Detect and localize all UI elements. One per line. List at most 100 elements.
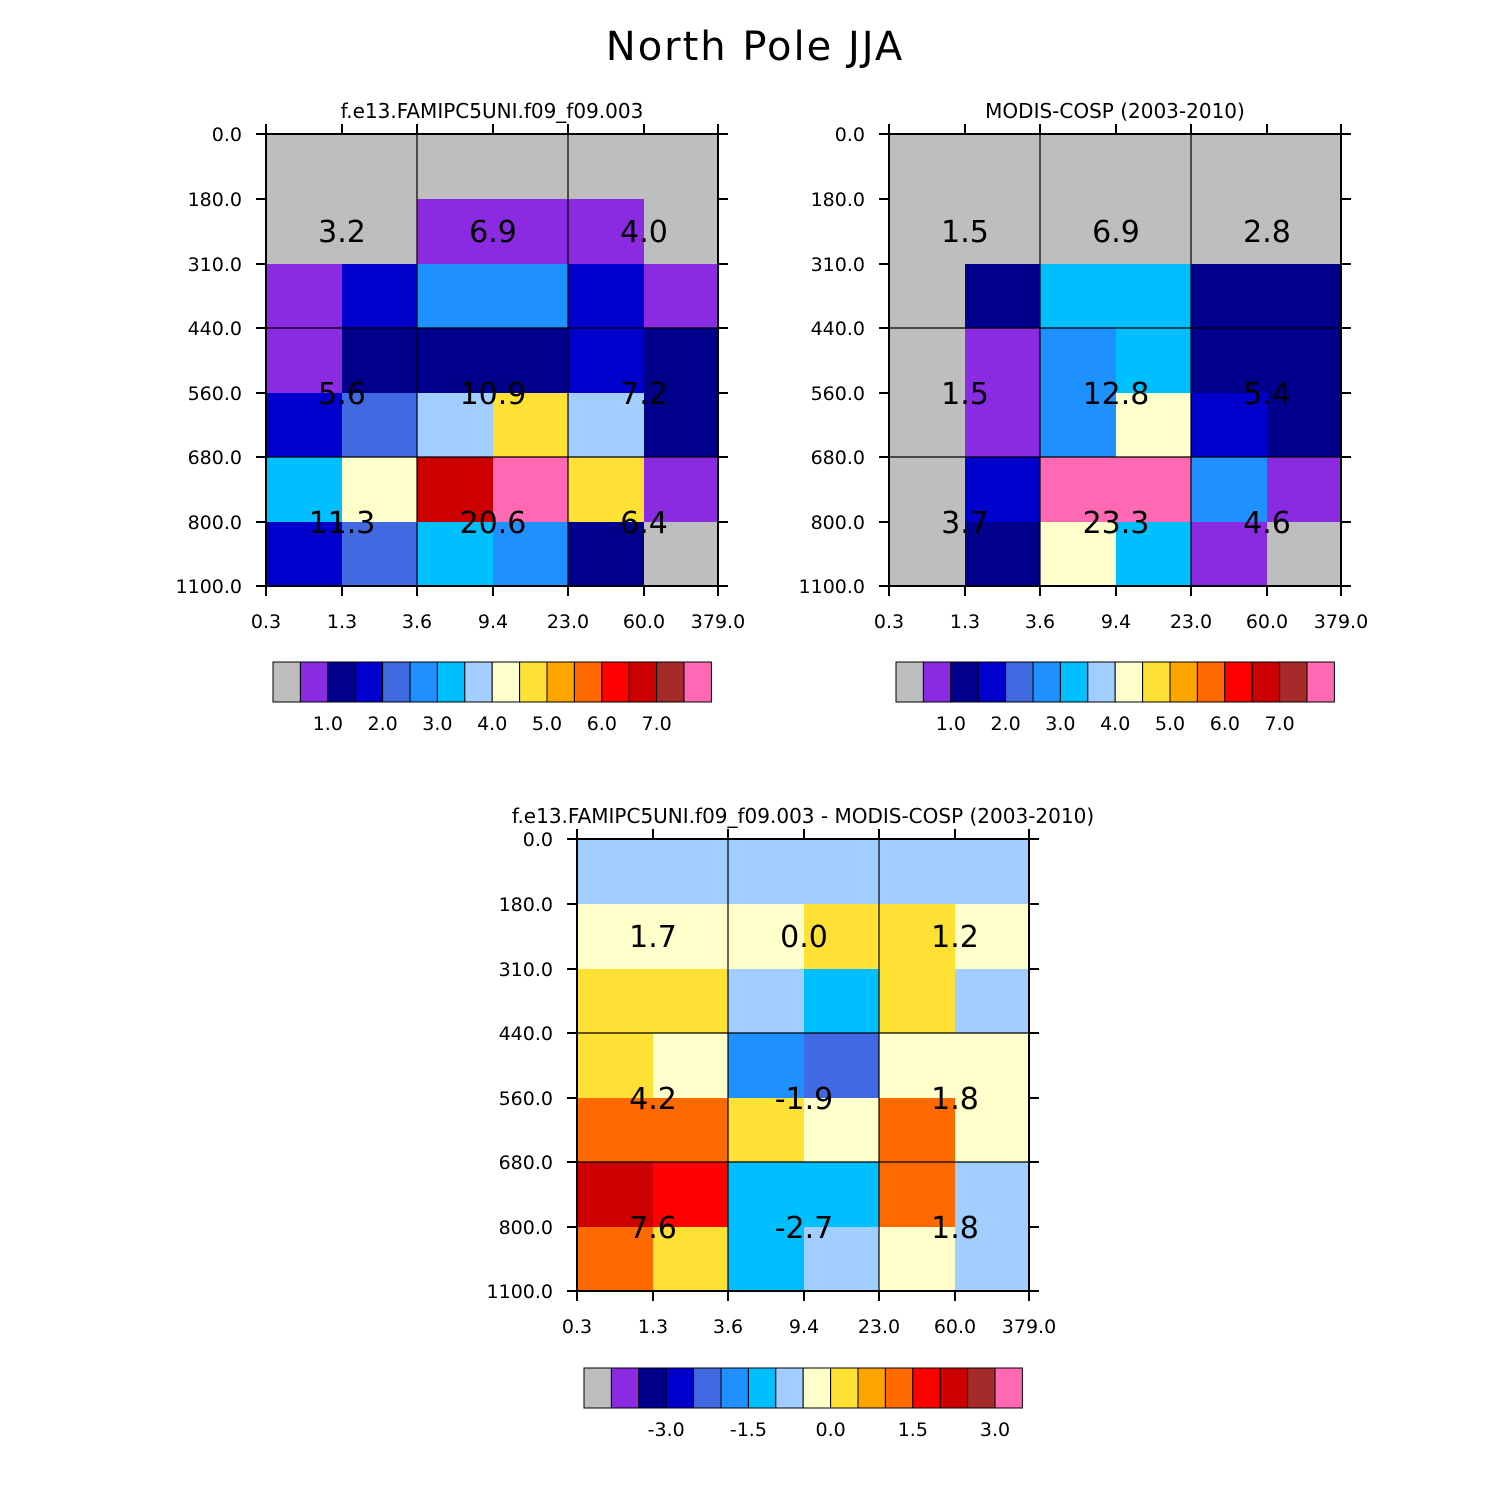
x-tick-label: 23.0 — [858, 1316, 900, 1338]
colorbar-box — [628, 661, 658, 703]
colorbar-label: 3.0 — [422, 713, 452, 735]
colorbar-label: 3.0 — [980, 1419, 1010, 1441]
heatmap-cell — [728, 839, 805, 905]
summary-label: 1.8 — [931, 1211, 979, 1246]
panel-title: f.e13.FAMIPC5UNI.f09_f09.003 - MODIS-COS… — [512, 804, 1094, 828]
heatmap-panel-1: f.e13.FAMIPC5UNI.f09_f09.003 0.0 180.0 310.… — [176, 99, 746, 735]
colorbar-box — [802, 1367, 832, 1409]
summary-label: 1.8 — [931, 1082, 979, 1117]
heatmap-cell — [493, 522, 569, 587]
heatmap-cell — [266, 457, 343, 523]
colorbar-box — [1279, 661, 1308, 703]
heatmap-cell — [417, 522, 494, 587]
colorbar-box — [382, 661, 411, 703]
heatmap-cell — [266, 328, 343, 394]
heatmap-cell — [955, 1162, 1030, 1228]
heatmap-cell — [955, 1033, 1030, 1099]
heatmap-cell — [1040, 199, 1117, 265]
colorbar-box — [610, 1367, 640, 1409]
heatmap-cell — [1191, 457, 1268, 523]
summary-label: -2.7 — [775, 1211, 834, 1246]
page-title: North Pole JJA — [605, 24, 905, 70]
colorbar-box — [950, 661, 979, 703]
heatmap-cell — [644, 522, 719, 587]
heatmap-cell — [653, 839, 729, 905]
summary-label: 4.0 — [620, 215, 668, 250]
heatmap-cell — [955, 969, 1030, 1034]
heatmap-cell — [342, 457, 418, 523]
y-tick-label: 800.0 — [188, 512, 242, 534]
colorbar-box — [912, 1367, 941, 1409]
y-tick-label: 310.0 — [188, 254, 242, 276]
colorbar-box — [299, 661, 329, 703]
summary-label: 3.7 — [941, 506, 989, 541]
colorbar-label: 1.5 — [898, 1419, 928, 1441]
heatmap-cell — [1191, 264, 1268, 329]
heatmap-cell — [728, 1227, 805, 1292]
summary-label: 3.2 — [318, 215, 366, 250]
heatmap-cell — [653, 969, 729, 1034]
summary-label: 1.7 — [629, 920, 677, 955]
heatmap-cell — [568, 199, 645, 265]
colorbar-box — [638, 1367, 667, 1409]
heatmap-cell — [417, 457, 494, 523]
heatmap-cell — [342, 264, 418, 329]
colorbar-box — [327, 661, 356, 703]
heatmap-cell — [965, 134, 1041, 200]
summary-label: 4.2 — [629, 1082, 677, 1117]
colorbar-label: -3.0 — [648, 1419, 685, 1441]
heatmap-cell — [889, 134, 966, 200]
heatmap-cell — [955, 1098, 1030, 1163]
y-tick-label: 310.0 — [499, 959, 553, 981]
heatmap-cell — [266, 134, 343, 200]
y-tick-label: 680.0 — [188, 447, 242, 469]
x-tick-label: 3.6 — [1025, 611, 1055, 633]
colorbar-box — [272, 661, 301, 703]
heatmap-cell — [644, 328, 719, 394]
colorbar-box — [747, 1367, 777, 1409]
x-tick-label: 3.6 — [402, 611, 432, 633]
colorbar-box — [1196, 661, 1226, 703]
heatmap-cell — [804, 969, 880, 1034]
heatmap-cell — [417, 328, 494, 394]
colorbar-box — [683, 661, 712, 703]
colorbar-box — [977, 661, 1007, 703]
heatmap-cell — [493, 199, 569, 265]
heatmap-panel-3: f.e13.FAMIPC5UNI.f09_f09.003 - MODIS-COS… — [487, 804, 1095, 1441]
heatmap-cell — [879, 839, 956, 905]
heatmap-cell — [1040, 457, 1117, 523]
heatmap-cell — [644, 134, 719, 200]
heatmap-cell — [577, 969, 654, 1034]
heatmap-cell — [266, 522, 343, 587]
heatmap-cell — [493, 264, 569, 329]
heatmap-cell — [1040, 522, 1117, 587]
summary-label: 5.6 — [318, 377, 366, 412]
summary-label: 11.3 — [309, 506, 376, 541]
x-tick-label: 60.0 — [934, 1316, 976, 1338]
heatmap-cell — [577, 1227, 654, 1292]
heatmap-cell — [889, 457, 966, 523]
colorbar-box — [519, 661, 548, 703]
heatmap-panel-2: MODIS-COSP (2003-2010) 0.0 180.0 310.0 440.0… — [799, 99, 1369, 735]
colorbar-box — [436, 661, 466, 703]
heatmap-cell — [1040, 328, 1117, 394]
x-tick-label: 0.3 — [874, 611, 904, 633]
heatmap-cell — [879, 1162, 956, 1228]
colorbar-label: 6.0 — [587, 713, 617, 735]
heatmap-cell — [1116, 457, 1192, 523]
summary-label: 2.8 — [1243, 215, 1291, 250]
heatmap-cell — [889, 264, 966, 329]
x-tick-label: 0.3 — [251, 611, 281, 633]
heatmap-cell — [568, 522, 645, 587]
y-tick-label: 560.0 — [188, 383, 242, 405]
colorbar-label: 6.0 — [1210, 713, 1240, 735]
colorbar-box — [967, 1367, 996, 1409]
colorbar-label: 2.0 — [367, 713, 397, 735]
x-tick-label: 379.0 — [691, 611, 745, 633]
colorbar-box — [354, 661, 384, 703]
heatmap-cell — [804, 1098, 880, 1163]
y-tick-label: 440.0 — [188, 318, 242, 340]
heatmap-cell — [1116, 264, 1192, 329]
x-tick-label: 9.4 — [789, 1316, 819, 1338]
